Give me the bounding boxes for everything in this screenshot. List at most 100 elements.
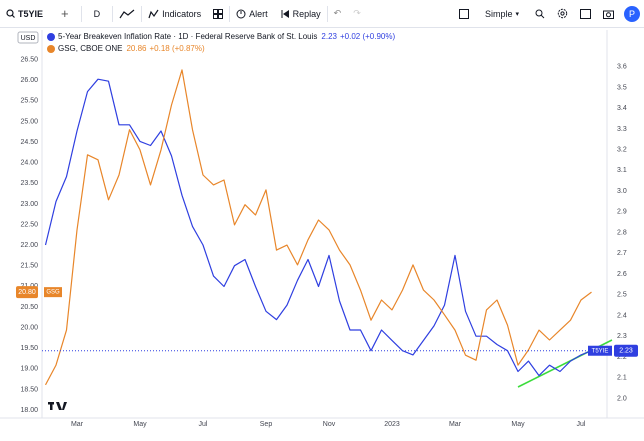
replay-icon [281, 9, 289, 18]
currency-box[interactable] [17, 31, 39, 44]
y2-tick-label: 2.4 [617, 312, 627, 319]
y-tick-label: 24.00 [20, 160, 38, 167]
settings-button[interactable] [551, 0, 574, 28]
fullscreen-button[interactable] [574, 0, 597, 28]
x-tick-label: Mar [71, 421, 84, 428]
interval[interactable]: D [82, 0, 113, 28]
search-icon [535, 9, 545, 18]
avatar-label: P [624, 5, 640, 22]
layout-label: Simple [484, 8, 513, 19]
settings-icon [557, 8, 568, 19]
legend-text: +0.18 (+0.87%) [150, 44, 205, 53]
y-tick-label: 24.50 [20, 139, 38, 146]
separator [229, 5, 231, 22]
symbol-tag [588, 345, 612, 356]
y2-tick-label: 2.6 [617, 271, 627, 278]
legend-entry: GSG, CBOE ONE 20.86 +0.18 (+0.87%) [58, 44, 205, 53]
x-tick-label: Mar [449, 421, 462, 428]
y-tick-label: 19.00 [20, 366, 38, 373]
price-tag [16, 286, 38, 299]
y-tick-label: 20.00 [20, 324, 38, 331]
caret: ▾ [515, 10, 519, 18]
templates-button[interactable] [207, 0, 229, 28]
interval-label: D [93, 8, 101, 19]
templates-icon [213, 8, 224, 19]
legend-text: +0.02 (+0.90%) [340, 32, 395, 41]
x-tick-label: May [133, 421, 147, 428]
x-tick-label: Nov [323, 421, 336, 428]
x-tick-label: Jul [199, 421, 208, 428]
separator [141, 5, 143, 22]
replay-label: Replay [292, 8, 321, 19]
symbol-tag-label: GSG [46, 290, 60, 296]
indicators-button[interactable]: Indicators [142, 0, 207, 28]
chart: USD 18.0018.5019.0019.5020.0020.5021.002… [0, 30, 644, 428]
y2-tick-label: 3.4 [617, 105, 627, 112]
y2-tick-label: 2.3 [617, 333, 627, 340]
avatar[interactable]: P [620, 0, 644, 28]
fullscreen-icon [580, 8, 591, 19]
y-tick-label: 23.50 [20, 180, 38, 187]
x-tick-label: 2023 [384, 421, 400, 428]
y2-tick-label: 3.5 [617, 84, 627, 91]
currency: USD [21, 35, 36, 42]
y-tick-label: 20.50 [20, 304, 38, 311]
y-tick-label: 18.50 [20, 386, 38, 393]
add-symbol[interactable]: + [61, 6, 69, 21]
y2-tick-label: 2.5 [617, 292, 627, 299]
symbol-search[interactable]: T5YIE [0, 0, 49, 28]
symbol-tag [44, 287, 62, 298]
legend-icon [47, 33, 55, 41]
y-tick-label: 21.50 [20, 263, 38, 270]
replay-button[interactable]: Replay [274, 0, 327, 28]
price-tag-label: 2.23 [619, 348, 633, 355]
legend-icon [47, 45, 55, 53]
y2-tick-label: 2.7 [617, 250, 627, 257]
search-button[interactable] [529, 0, 551, 28]
price-tag-label: 20.80 [18, 289, 36, 296]
y2-tick-label: 3.2 [617, 146, 627, 153]
y-tick-label: 19.50 [20, 345, 38, 352]
y2-tick-label: 2.8 [617, 229, 627, 236]
y2-tick-label: 3.6 [617, 64, 627, 71]
undo[interactable]: ↶ [333, 8, 342, 18]
y-tick-label: 18.00 [20, 407, 38, 414]
y2-tick-label: 2.2 [617, 354, 627, 361]
separator [326, 5, 328, 22]
chart-type-icon [119, 9, 135, 18]
tv-logo [48, 402, 67, 410]
alert-label: Alert [249, 8, 268, 19]
y2-tick-label: 2.9 [617, 209, 627, 216]
separator [112, 5, 114, 22]
x-tick-label: Jul [577, 421, 586, 428]
y-tick-label: 26.00 [20, 77, 38, 84]
select-layout[interactable] [453, 0, 475, 28]
layout-button[interactable]: Simple ▾ [475, 0, 529, 28]
indicators-label: Indicators [162, 8, 202, 19]
layout-icon [458, 8, 469, 19]
y-tick-label: 23.00 [20, 201, 38, 208]
y2-tick-label: 3.3 [617, 126, 627, 133]
snapshot-button[interactable] [597, 0, 620, 28]
y-tick-label: 22.50 [20, 221, 38, 228]
symbol-tag-label: T5YIE [592, 348, 609, 354]
legend-text: 2.23 [321, 32, 337, 41]
x-tick-label: May [511, 421, 525, 428]
y-tick-label: 26.50 [20, 56, 38, 63]
redo[interactable]: ↷ [353, 8, 361, 18]
separator [80, 5, 82, 22]
search-icon [6, 9, 15, 18]
price-tag [614, 344, 638, 357]
legend-text: 20.86 [126, 44, 147, 53]
alert-icon [236, 9, 246, 18]
alert-button[interactable]: Alert [230, 0, 274, 28]
chart-type[interactable] [113, 0, 141, 28]
y-tick-label: 25.50 [20, 98, 38, 105]
toolbar: T5YIE + D Indicators Alert Replay ↶ ↷ Si… [0, 0, 644, 28]
indicators-icon [148, 9, 159, 18]
symbol: T5YIE [18, 8, 44, 19]
y2-tick-label: 2.1 [617, 375, 627, 382]
legend-text: 5-Year Breakeven Inflation Rate · 1D · F… [58, 32, 317, 41]
legend-entry: 5-Year Breakeven Inflation Rate · 1D · F… [58, 32, 395, 41]
